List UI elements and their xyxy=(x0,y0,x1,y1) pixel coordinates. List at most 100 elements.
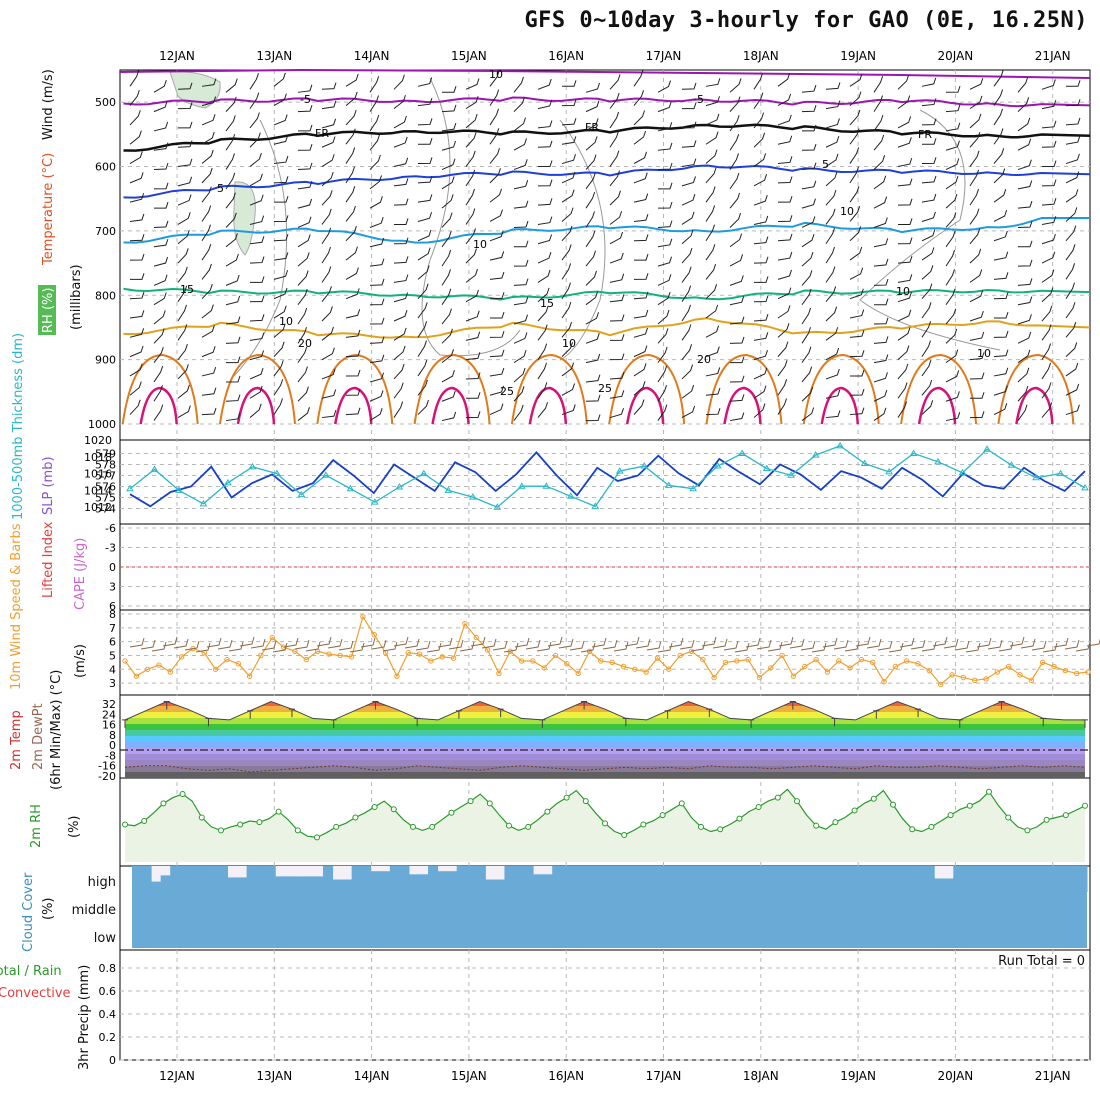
wind-barb xyxy=(249,256,265,264)
cloud-high-bar xyxy=(561,866,572,892)
rh-marker xyxy=(621,832,628,839)
wind-speed-marker xyxy=(643,669,649,675)
wind-barb xyxy=(849,73,863,87)
wind-barb-10m xyxy=(844,641,860,652)
wind-barb xyxy=(441,231,452,248)
wind-barb xyxy=(465,310,480,322)
temp-minmax-bar xyxy=(163,701,170,710)
wind-barb xyxy=(729,336,745,344)
slp-marker xyxy=(542,482,551,489)
wind-barb xyxy=(153,121,169,132)
wind-speed-marker xyxy=(428,658,434,664)
wind-barb xyxy=(921,302,932,319)
wind-barb xyxy=(633,193,649,203)
wind-barb-10m xyxy=(800,640,816,651)
wind-barb xyxy=(1041,79,1056,90)
isotherm-label: FR xyxy=(918,128,932,141)
wind-barb xyxy=(321,208,332,225)
wind-barb xyxy=(681,364,694,380)
rh-legend-swatch xyxy=(38,285,56,335)
wind-barb xyxy=(1041,100,1057,110)
isotherm-label: FR xyxy=(315,127,329,140)
wind-speed-marker xyxy=(609,659,615,666)
wind-barb xyxy=(345,349,361,358)
cloud-high-bar xyxy=(1020,866,1031,892)
wind-barb xyxy=(657,365,668,383)
wind-barb xyxy=(1041,160,1057,168)
wind-barb xyxy=(297,288,308,306)
temp-minmax-bar xyxy=(247,710,254,719)
wind-barb xyxy=(657,256,672,267)
diurnal-isotherm-30 xyxy=(625,386,665,425)
cloud-high-bar xyxy=(991,866,1002,892)
wind-barb xyxy=(177,140,193,148)
wind-barb xyxy=(369,408,383,421)
date-label-top: 21JAN xyxy=(1035,49,1071,63)
wind-barb xyxy=(201,114,216,126)
wind-barb xyxy=(441,390,456,402)
cloud-high-bar xyxy=(208,866,219,892)
wind-barb xyxy=(801,143,817,151)
wind-barb xyxy=(465,188,475,206)
rh-marker xyxy=(890,801,896,808)
panel-frame-precip xyxy=(119,949,1091,1061)
cloud-high-bar xyxy=(313,876,324,892)
wind-barb xyxy=(321,136,336,148)
wind-barb xyxy=(777,269,792,280)
wind-barb xyxy=(657,142,673,151)
wind-speed-marker xyxy=(405,649,411,656)
wind-barb xyxy=(873,134,885,151)
wind-barb xyxy=(153,404,164,421)
cloud-high-bar xyxy=(542,874,553,892)
pressure-tick-label: 900 xyxy=(95,354,116,367)
wind-barb xyxy=(369,390,384,402)
isotherm-label: 10 xyxy=(562,337,576,350)
wind-barb xyxy=(1065,322,1077,338)
wind-speed-marker xyxy=(496,670,502,677)
wind-speed-marker xyxy=(1005,663,1012,670)
wind-barb xyxy=(249,403,262,418)
isotherm-line xyxy=(123,287,1091,301)
wind-barb xyxy=(153,238,169,248)
date-label-bottom: 16JAN xyxy=(548,1069,584,1083)
wind-barb-10m xyxy=(723,640,739,651)
slp-marker xyxy=(1081,483,1089,491)
wind-barb xyxy=(585,191,596,209)
wind-barb xyxy=(849,109,861,126)
wind-barb xyxy=(873,238,889,248)
wind-barb xyxy=(705,304,719,319)
wind-barb xyxy=(465,331,481,341)
wind-barb xyxy=(345,288,360,300)
wind-barb xyxy=(969,269,983,283)
wind-barb xyxy=(1017,349,1031,364)
wind-barb xyxy=(201,131,215,145)
cloud-units-label: (%) xyxy=(41,898,56,921)
wind-barb xyxy=(729,254,744,267)
wind-barb xyxy=(321,118,337,129)
wind-barb xyxy=(1065,171,1080,184)
wind-barb xyxy=(201,366,217,377)
wind-barb xyxy=(321,286,332,303)
rh-marker xyxy=(448,809,455,816)
wind-barb xyxy=(273,72,286,87)
slp-line xyxy=(129,445,1086,508)
wind-barb xyxy=(297,270,309,286)
wind-barb xyxy=(489,349,505,358)
wind-barb xyxy=(609,231,624,245)
rh-marker xyxy=(275,808,282,815)
wind-barb xyxy=(273,379,284,396)
wind-barb xyxy=(369,258,385,267)
wind-barb xyxy=(129,110,141,126)
wind-barb xyxy=(777,93,792,107)
isotherm-label: 25 xyxy=(500,385,514,398)
cloud-middle-label: middle xyxy=(72,903,116,918)
cloud-high-bar xyxy=(657,866,668,892)
wind-barb xyxy=(897,74,910,90)
isotherm-label: 10 xyxy=(840,205,854,218)
wind-speed-marker xyxy=(518,658,525,664)
wind-barb xyxy=(873,407,887,421)
rh-marker xyxy=(160,800,167,807)
wind-barb xyxy=(489,188,502,203)
wind-barb xyxy=(537,140,553,148)
temp-band xyxy=(125,748,1085,754)
